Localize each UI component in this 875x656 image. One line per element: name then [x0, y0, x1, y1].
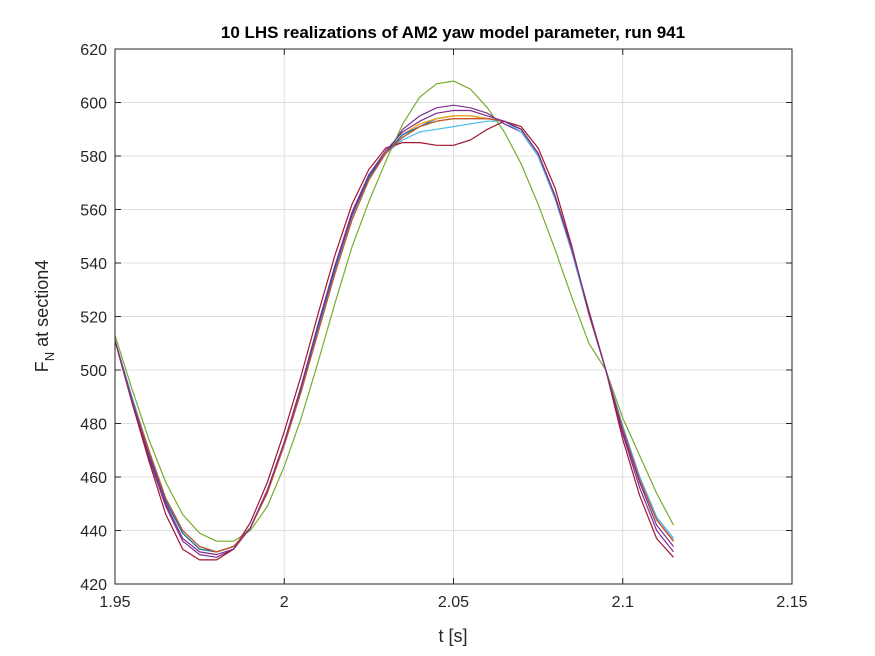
y-tick-label: 580: [80, 149, 107, 166]
series-group: [114, 80, 675, 561]
series-line-5: [114, 80, 675, 542]
y-tick-label: 440: [80, 524, 107, 541]
x-tick-label: 2.15: [776, 594, 807, 611]
ticks: [114, 48, 793, 585]
tick-labels: 1.95 2 2.05 2.1 2.15 420 440 460 480 500 520 540 560…: [80, 42, 807, 611]
y-axis-label-rest: at section4: [32, 260, 52, 352]
x-tick-label: 2.1: [612, 594, 634, 611]
x-axis-label: t [s]: [438, 626, 467, 646]
series-line-10: [114, 109, 674, 556]
x-tick-label: 2: [280, 594, 289, 611]
y-tick-label: 540: [80, 256, 107, 273]
y-tick-label: 600: [80, 96, 107, 113]
x-tick-label: 2.05: [438, 594, 469, 611]
y-axis-label-subscript: N: [42, 352, 57, 361]
y-tick-label: 480: [80, 417, 107, 434]
y-tick-label: 620: [80, 42, 107, 59]
chart-title: 10 LHS realizations of AM2 yaw model par…: [221, 23, 685, 42]
y-axis-label-main: F: [32, 361, 52, 372]
y-tick-label: 520: [80, 310, 107, 327]
y-tick-label: 420: [80, 577, 107, 594]
x-tick-label: 1.95: [99, 594, 130, 611]
y-tick-label: 460: [80, 470, 107, 487]
y-axis-label: FN at section4: [32, 260, 57, 372]
y-tick-label: 560: [80, 203, 107, 220]
y-tick-label: 500: [80, 363, 107, 380]
